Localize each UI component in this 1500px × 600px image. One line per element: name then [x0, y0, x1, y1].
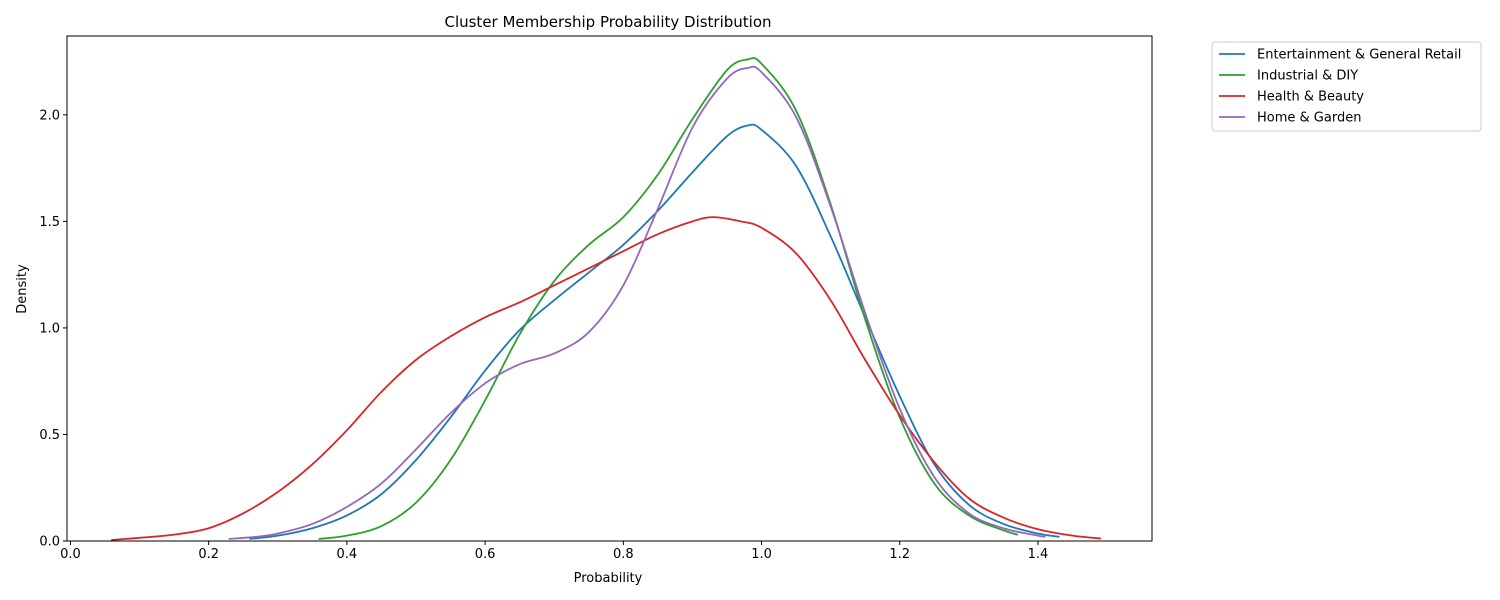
y-tick-label: 1.5 [39, 215, 60, 230]
y-tick-label: 2.0 [39, 108, 60, 123]
series-line-health-and-beauty [111, 216, 1102, 541]
legend-label: Health & Beauty [1257, 90, 1364, 105]
chart-title: Cluster Membership Probability Distribut… [444, 13, 771, 31]
plot-area [66, 35, 1153, 542]
y-axis-ticks: 0.0 0.5 1.0 1.5 2.0 [39, 108, 67, 550]
x-tick-label: 0.8 [613, 547, 634, 562]
x-tick-label: 0.2 [198, 547, 219, 562]
y-axis-label: Density [15, 264, 30, 314]
x-tick-label: 0.6 [475, 547, 496, 562]
y-tick-label: 0.0 [39, 535, 60, 550]
legend-label: Industrial & DIY [1257, 69, 1358, 84]
x-axis-ticks: 0.0 0.2 0.4 0.6 0.8 1.0 1.2 1.4 [60, 541, 1048, 562]
x-tick-label: 1.0 [751, 547, 772, 562]
legend: Entertainment & General Retail Industrial… [1211, 41, 1482, 132]
series-line-industrial-and-diy [318, 57, 1019, 540]
legend-label: Home & Garden [1257, 111, 1361, 126]
series-layer [111, 57, 1102, 541]
series-line-home-and-garden [228, 65, 1046, 540]
x-tick-label: 1.4 [1028, 547, 1049, 562]
x-tick-label: 1.2 [889, 547, 910, 562]
x-axis-label: Probability [574, 571, 643, 586]
legend-label: Entertainment & General Retail [1257, 48, 1461, 63]
y-tick-label: 1.0 [39, 321, 60, 336]
y-tick-label: 0.5 [39, 428, 60, 443]
x-tick-label: 0.4 [337, 547, 358, 562]
legend-box [1211, 41, 1482, 132]
axes-frame [66, 35, 1153, 542]
x-tick-label: 0.0 [60, 547, 81, 562]
